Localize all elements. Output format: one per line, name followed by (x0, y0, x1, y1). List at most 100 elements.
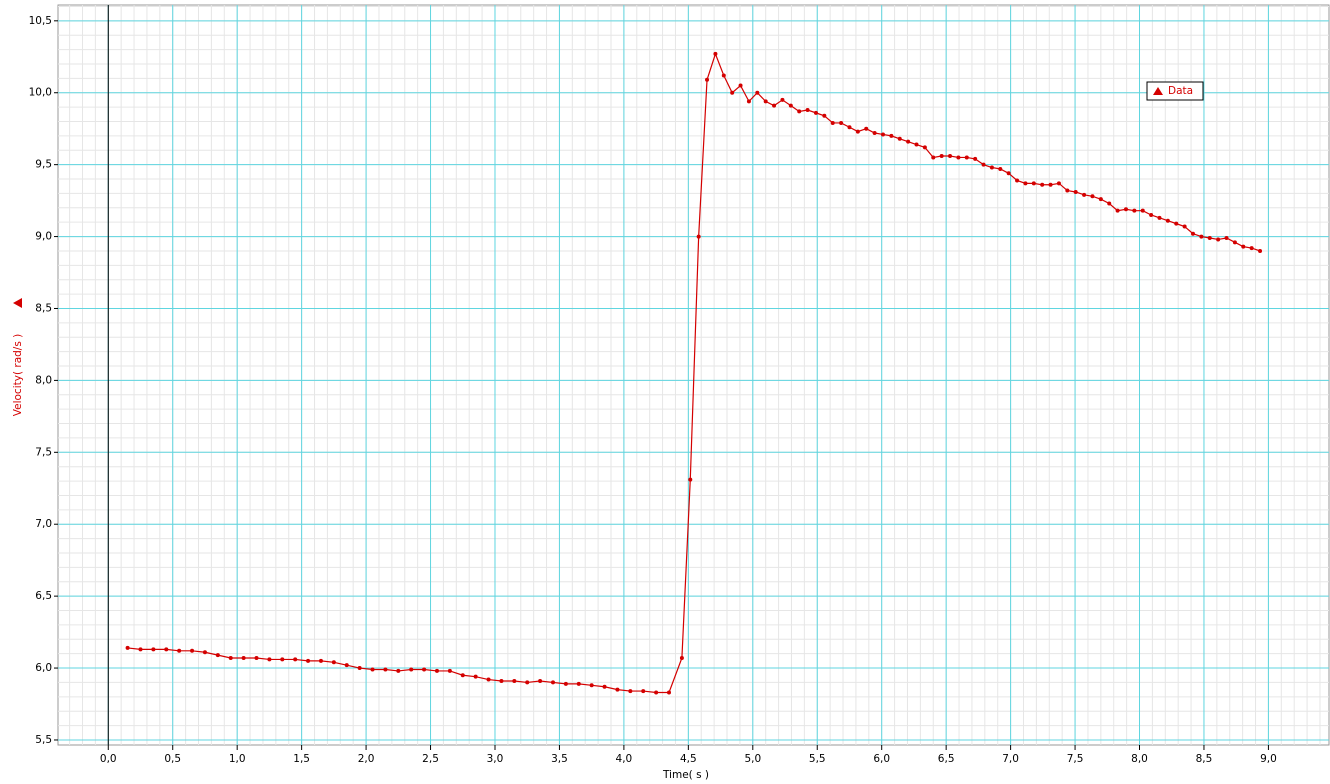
data-point (1232, 240, 1237, 245)
data-point (125, 645, 130, 650)
data-point (576, 681, 581, 686)
x-tick-label: 5,0 (744, 753, 761, 765)
data-point (538, 678, 543, 683)
x-tick-label: 7,5 (1067, 753, 1084, 765)
data-point (202, 650, 207, 655)
data-point (755, 90, 760, 95)
data-point (948, 154, 953, 159)
x-tick-label: 7,0 (1002, 753, 1019, 765)
data-point (880, 132, 885, 137)
data-point (914, 142, 919, 147)
x-tick-label: 3,0 (487, 753, 504, 765)
data-point (318, 658, 323, 663)
data-point (813, 110, 818, 115)
data-point (705, 77, 710, 82)
data-point (1048, 182, 1053, 187)
data-point (989, 165, 994, 170)
data-point (1107, 201, 1112, 206)
data-point (344, 663, 349, 668)
data-point (589, 683, 594, 688)
data-point (267, 657, 272, 662)
y-tick-label: 5,5 (35, 734, 52, 746)
plot-area (57, 4, 1330, 746)
data-point (1056, 181, 1061, 186)
data-point (473, 674, 478, 679)
data-point (422, 667, 427, 672)
data-point (1006, 171, 1011, 176)
data-point (434, 668, 439, 673)
data-point (1241, 244, 1246, 249)
y-tick-label: 6,0 (35, 662, 52, 674)
x-tick-label: 8,0 (1131, 753, 1148, 765)
x-tick-label: 2,0 (358, 753, 375, 765)
data-point (788, 103, 793, 108)
y-axis-marker (13, 298, 22, 308)
data-point (855, 129, 860, 134)
data-point (628, 689, 633, 694)
data-point (550, 680, 555, 685)
data-point (563, 681, 568, 686)
data-point (1031, 181, 1036, 186)
data-point (164, 647, 169, 652)
data-point (241, 655, 246, 660)
y-tick-label: 10,0 (29, 87, 52, 99)
y-axis-label: Velocity( rad/s ) (12, 334, 24, 416)
data-point (822, 113, 827, 118)
y-tick-label: 8,5 (35, 302, 52, 314)
data-point (1090, 194, 1095, 199)
x-tick-label: 2,5 (422, 753, 439, 765)
data-point (872, 131, 877, 136)
legend-marker (1153, 87, 1163, 95)
data-point (254, 655, 259, 660)
data-point (1182, 224, 1187, 229)
data-point (396, 668, 401, 673)
data-point (1073, 189, 1078, 194)
legend-box (1146, 81, 1204, 101)
data-point (1132, 208, 1137, 213)
data-point (1123, 207, 1128, 212)
x-tick-label: 8,5 (1196, 753, 1213, 765)
data-point (906, 139, 911, 144)
data-point (215, 653, 220, 658)
y-tick-label: 10,5 (29, 15, 52, 27)
data-point (780, 97, 785, 102)
data-point (1199, 234, 1204, 239)
data-point (228, 655, 233, 660)
x-tick-label: 0,0 (100, 753, 117, 765)
y-tick-label: 7,0 (35, 518, 52, 530)
data-point (1015, 178, 1020, 183)
data-point (602, 684, 607, 689)
x-tick-label: 5,5 (809, 753, 826, 765)
data-point (1258, 248, 1263, 253)
y-tick-label: 9,5 (35, 159, 52, 171)
data-point (797, 109, 802, 114)
data-point (713, 51, 718, 56)
data-point (447, 668, 452, 673)
y-tick-label: 9,0 (35, 231, 52, 243)
data-point (688, 477, 693, 482)
data-point (1207, 236, 1212, 241)
data-point (679, 655, 684, 660)
x-axis-label: Time( s ) (662, 769, 709, 781)
data-point (939, 154, 944, 159)
y-tick-label: 8,0 (35, 374, 52, 386)
data-point (512, 678, 517, 683)
data-point (730, 90, 735, 95)
data-point (370, 667, 375, 672)
data-point (847, 125, 852, 130)
x-tick-label: 4,5 (680, 753, 697, 765)
data-point (1149, 212, 1154, 217)
data-point (746, 99, 751, 104)
data-point (293, 657, 298, 662)
data-point (615, 687, 620, 692)
data-point (763, 99, 768, 104)
data-point (138, 647, 143, 652)
data-point (922, 145, 927, 150)
data-point (1249, 246, 1254, 251)
data-point (897, 136, 902, 141)
data-point (1216, 237, 1221, 242)
data-point (306, 658, 311, 663)
x-tick-label: 6,5 (938, 753, 955, 765)
data-point (1065, 188, 1070, 193)
